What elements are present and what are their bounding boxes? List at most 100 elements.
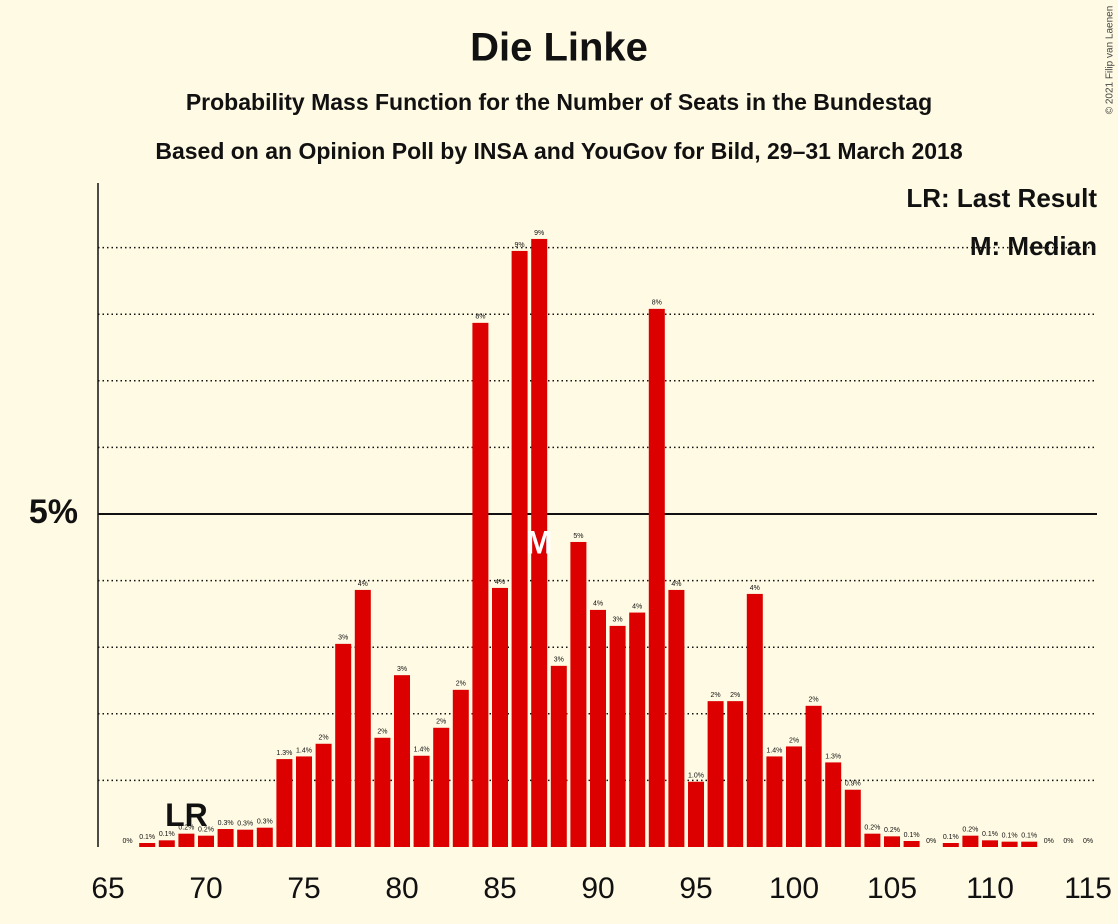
value-label: 0.2% [884,827,900,834]
bar [158,840,175,847]
x-tick-label: 100 [769,872,819,905]
bar [433,727,450,847]
x-tick-label: 110 [966,872,1014,905]
bar [766,756,783,847]
value-label: 8% [475,314,485,321]
x-tick-label: 115 [1064,872,1112,905]
bar [727,701,744,847]
value-label: 0.1% [139,834,155,841]
value-label: 2% [809,697,819,704]
bar [1021,841,1038,847]
value-label: 3% [397,666,407,673]
value-label: 0.2% [962,827,978,834]
bar [335,643,352,847]
value-label: 0.9% [845,781,861,788]
chart-title: Die Linke [470,26,648,70]
bar [198,835,214,847]
value-label: 0.3% [257,819,273,826]
y-tick-label: 5% [29,493,78,531]
value-label: 5% [573,533,583,540]
x-tick-label: 85 [483,872,516,905]
x-tick-label: 65 [91,872,124,905]
value-label: 1.0% [688,773,704,780]
bar [590,609,606,847]
x-tick-label: 80 [385,872,418,905]
bar [178,833,195,847]
value-label: 1.4% [414,747,430,754]
x-tick-label: 90 [581,872,614,905]
bar [668,589,685,847]
bar [648,308,665,847]
marker-label: M [526,524,553,560]
value-label: 2% [711,692,721,699]
value-label: 0.2% [864,825,880,832]
value-label: 0.1% [943,834,959,841]
bar [864,833,881,847]
legend-entry: M: Median [970,231,1097,261]
value-label: 0.1% [1002,833,1018,840]
value-label: 2% [436,719,446,726]
bar [296,756,312,847]
bar [531,238,548,847]
bar [237,829,254,847]
bar [139,843,156,847]
bar [903,841,920,847]
value-label: 3% [613,617,623,624]
bar [942,843,959,847]
bar [884,836,900,847]
value-label: 4% [593,601,603,608]
bar [825,762,842,847]
value-label: 0.3% [237,821,253,828]
value-label: 0.3% [218,820,234,827]
value-label: 2% [377,729,387,736]
value-label: 1.4% [766,747,782,754]
bar [276,759,293,847]
value-label: 0% [1044,838,1054,845]
bar [688,781,704,847]
value-label: 0% [926,838,936,845]
bar [354,589,371,847]
value-label: 4% [495,579,505,586]
bar [413,755,430,847]
bar [315,743,332,847]
bar [217,829,234,847]
value-label: 1.4% [296,747,312,754]
chart-subtitle: Probability Mass Function for the Number… [186,89,932,115]
bar [962,835,979,847]
bar [394,675,410,847]
value-label: 0.1% [1021,833,1037,840]
bar [805,705,822,847]
chart-subtitle: Based on an Opinion Poll by INSA and You… [155,138,963,164]
bar [746,593,763,847]
bar [511,250,528,848]
value-label: 0.1% [159,831,175,838]
bar [472,322,489,847]
value-label: 0.1% [904,832,920,839]
x-tick-label: 75 [287,872,320,905]
value-label: 2% [789,737,799,744]
bar [844,789,861,847]
value-label: 0% [1083,838,1093,845]
legend-entry: LR: Last Result [906,183,1097,213]
value-label: 1.3% [276,750,292,757]
bar [707,701,724,847]
value-label: 8% [652,300,662,307]
value-label: 9% [534,230,544,237]
bar [1001,841,1018,847]
bar [786,746,802,847]
value-label: 3% [338,635,348,642]
value-label: 1.3% [825,753,841,760]
value-label: 4% [632,603,642,610]
x-tick-label: 95 [679,872,712,905]
marker-label: LR [165,797,208,833]
value-label: 4% [358,581,368,588]
value-label: 2% [319,735,329,742]
value-label: 2% [456,681,466,688]
bar [982,840,998,847]
bar [374,737,391,847]
bar [256,827,273,847]
value-label: 3% [554,657,564,664]
bar [629,612,646,847]
bar [550,665,567,847]
bar [452,689,469,847]
